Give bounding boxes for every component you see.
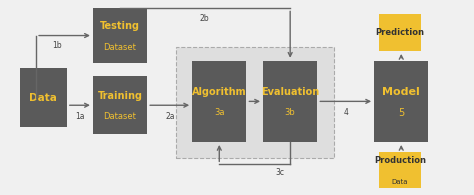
Text: Production: Production (374, 156, 426, 165)
Text: 1a: 1a (75, 112, 85, 121)
Text: 3c: 3c (275, 168, 284, 176)
Text: 2a: 2a (165, 112, 174, 121)
FancyBboxPatch shape (379, 14, 421, 51)
FancyBboxPatch shape (175, 47, 334, 158)
Text: Data: Data (29, 92, 57, 103)
Text: Dataset: Dataset (104, 112, 137, 121)
Text: 1b: 1b (53, 41, 62, 50)
Text: 3a: 3a (214, 108, 225, 118)
FancyBboxPatch shape (379, 152, 421, 189)
FancyBboxPatch shape (19, 68, 67, 127)
Text: 2b: 2b (199, 14, 209, 23)
FancyBboxPatch shape (93, 76, 147, 134)
Text: Prediction: Prediction (375, 28, 425, 37)
Text: 3b: 3b (285, 108, 296, 118)
Text: Testing: Testing (100, 21, 140, 31)
FancyBboxPatch shape (374, 61, 428, 142)
Text: Dataset: Dataset (104, 43, 137, 52)
Text: Algorithm: Algorithm (192, 87, 246, 97)
FancyBboxPatch shape (93, 8, 147, 63)
Text: Model: Model (383, 87, 420, 97)
FancyBboxPatch shape (192, 61, 246, 142)
Text: Evaluation: Evaluation (261, 87, 319, 97)
Text: Data: Data (392, 179, 408, 185)
FancyBboxPatch shape (263, 61, 318, 142)
Text: Training: Training (98, 90, 143, 101)
Text: 4: 4 (343, 108, 348, 118)
Text: 5: 5 (398, 108, 404, 118)
